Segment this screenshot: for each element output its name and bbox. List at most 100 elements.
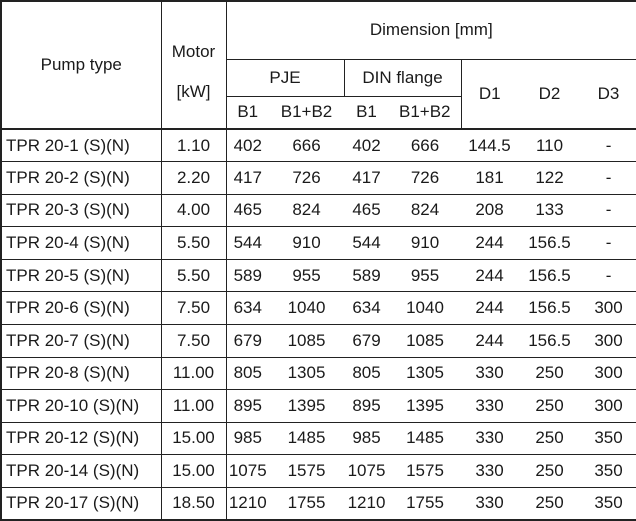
table-cell: 402 [226, 128, 269, 162]
table-cell: 244 [461, 226, 518, 260]
header-cell: Pump type [1, 1, 162, 130]
table-cell: 300 [581, 291, 636, 325]
table-cell: TPR 20-7 (S)(N) [1, 323, 162, 358]
table-cell: 985 [344, 421, 389, 455]
table-cell: - [581, 128, 636, 162]
table-cell: 955 [389, 258, 461, 292]
table-cell: 726 [269, 161, 344, 195]
table-cell: 133 [518, 193, 581, 227]
table-cell: TPR 20-17 (S)(N) [1, 486, 162, 520]
table-cell: TPR 20-14 (S)(N) [1, 454, 162, 488]
table-cell: 181 [461, 161, 518, 195]
table-cell: 4.00 [161, 193, 227, 227]
header-cell: D2 [518, 59, 581, 130]
table-cell: 350 [581, 421, 636, 455]
table-cell: 330 [461, 389, 518, 423]
table-row: TPR 20-14 (S)(N) 15.00 1075 1575 1075 1575 330… [1, 454, 636, 488]
table-cell: 11.00 [161, 356, 227, 390]
table-cell: 985 [226, 421, 269, 455]
table-cell: 330 [461, 421, 518, 455]
table-cell: 5.50 [161, 258, 227, 292]
header-text: B1+B2 [398, 102, 451, 122]
header-text: D2 [538, 83, 561, 103]
table-row: TPR 20-5 (S)(N) 5.50 589 955 589 955 244 156.5- [1, 258, 636, 292]
table-cell: 144.5 [461, 128, 518, 162]
table-cell: 402 [344, 128, 389, 162]
table-row: TPR 20-12 (S)(N) 15.00 985 1485 985 1485 330 25… [1, 421, 636, 455]
header-text: D1 [478, 83, 501, 103]
table-cell: 250 [518, 454, 581, 488]
table-cell: - [581, 258, 636, 292]
table-cell: 1.10 [161, 128, 227, 162]
table-cell: 805 [344, 356, 389, 390]
table-cell: 244 [461, 291, 518, 325]
table-row: TPR 20-2 (S)(N) 2.20 417 726 417 726 181 122- [1, 161, 636, 195]
table-cell: 544 [226, 226, 269, 260]
table-cell: 666 [269, 128, 344, 162]
table-cell: 634 [226, 291, 269, 325]
header-cell: DIN flange [344, 59, 462, 97]
table-cell: TPR 20-1 (S)(N) [1, 128, 162, 162]
table-cell: 1210 [226, 486, 269, 520]
table-cell: 156.5 [518, 226, 581, 260]
table-cell: TPR 20-8 (S)(N) [1, 356, 162, 390]
table-cell: TPR 20-5 (S)(N) [1, 258, 162, 292]
table-cell: 11.00 [161, 389, 227, 423]
table-cell: 895 [344, 389, 389, 423]
table-cell: - [581, 226, 636, 260]
table-cell: 2.20 [161, 161, 227, 195]
table-cell: 1210 [344, 486, 389, 520]
table-cell: 417 [344, 161, 389, 195]
table-cell: 7.50 [161, 323, 227, 358]
table-cell: 18.50 [161, 486, 227, 520]
table-cell: 244 [461, 323, 518, 358]
table-cell: 679 [344, 323, 389, 358]
header-text: B1+B2 [280, 102, 333, 122]
table-cell: 156.5 [518, 291, 581, 325]
table-row: TPR 20-3 (S)(N) 4.00 465 824 465 824 208 133- [1, 193, 636, 227]
table-cell: 417 [226, 161, 269, 195]
table-cell: TPR 20-4 (S)(N) [1, 226, 162, 260]
header-text: Pump type [40, 55, 122, 74]
table-cell: 895 [226, 389, 269, 423]
table-cell: 1085 [269, 323, 344, 358]
table-cell: 208 [461, 193, 518, 227]
table-cell: 824 [389, 193, 461, 227]
table-cell: TPR 20-10 (S)(N) [1, 389, 162, 423]
table-row: TPR 20-4 (S)(N) 5.50 544 910 544 910 244 156.5- [1, 226, 636, 260]
table-cell: 589 [344, 258, 389, 292]
table-cell: - [581, 193, 636, 227]
table-cell: TPR 20-12 (S)(N) [1, 421, 162, 455]
header-text: B1 [237, 102, 259, 122]
table-cell: 15.00 [161, 454, 227, 488]
header-cell: B1+B2 [389, 96, 462, 130]
header-cell: PJE [226, 59, 345, 97]
table-cell: 955 [269, 258, 344, 292]
table-cell: 666 [389, 128, 461, 162]
header-cell: B1 [226, 96, 269, 130]
table-cell: 122 [518, 161, 581, 195]
table-cell: 1085 [389, 323, 461, 358]
table-cell: 250 [518, 356, 581, 390]
table-cell: 350 [581, 486, 636, 520]
header-cell: D3 [581, 59, 636, 130]
table-cell: 1305 [269, 356, 344, 390]
header-text: Dimension [mm] [369, 20, 493, 40]
table-cell: 910 [389, 226, 461, 260]
table-cell: - [581, 161, 636, 195]
table-cell: 1575 [269, 454, 344, 488]
table-row: TPR 20-17 (S)(N) 18.50 1210 1755 1210 1755 330… [1, 486, 636, 520]
table-cell: 824 [269, 193, 344, 227]
table-row: TPR 20-10 (S)(N) 11.00 895 1395 895 1395 330 25… [1, 389, 636, 423]
header-cell: D1 [461, 59, 518, 130]
table-cell: 5.50 [161, 226, 227, 260]
table-cell: 1075 [344, 454, 389, 488]
table-cell: 634 [344, 291, 389, 325]
header-cell: B1+B2 [269, 96, 344, 130]
table-row: TPR 20-8 (S)(N) 11.00 805 1305 805 1305 330 250… [1, 356, 636, 390]
table-cell: 544 [344, 226, 389, 260]
table-cell: 1485 [269, 421, 344, 455]
table-row: TPR 20-7 (S)(N) 7.50 679 1085 679 1085 244 156.… [1, 323, 636, 358]
table-cell: 1755 [389, 486, 461, 520]
